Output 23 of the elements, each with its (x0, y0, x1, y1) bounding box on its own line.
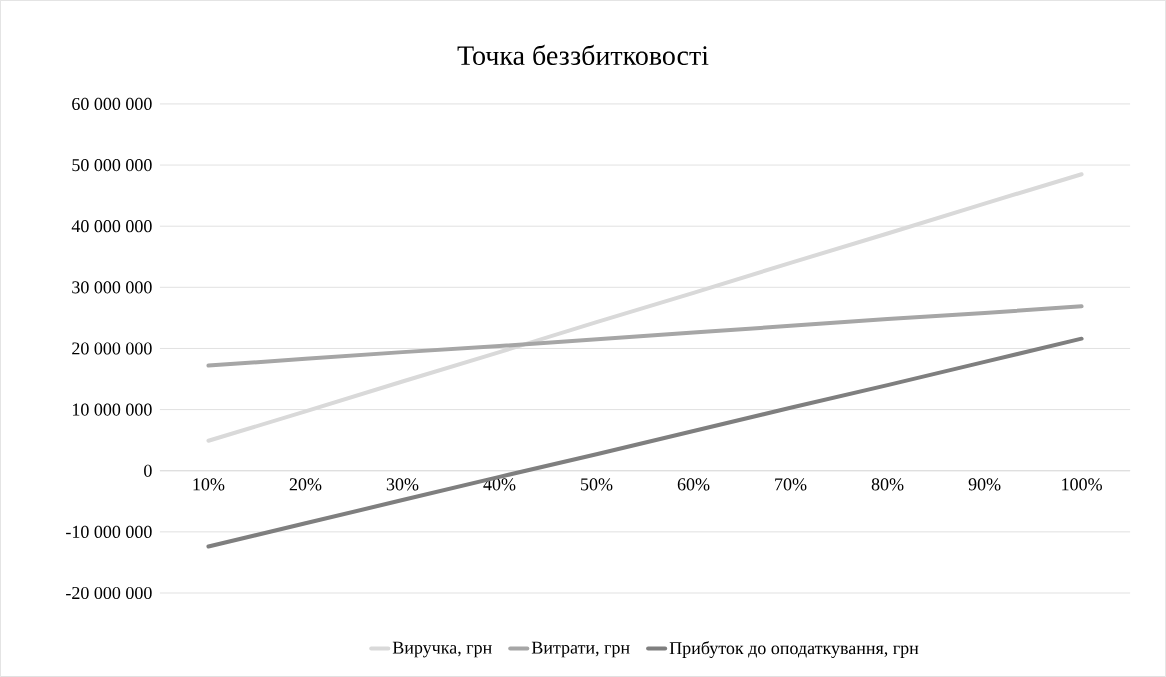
x-tick-label: 70% (775, 478, 807, 491)
y-tick-label: 60 000 000 (72, 97, 152, 111)
line-series (206, 172, 1084, 443)
x-tick-label: 90% (968, 478, 1001, 491)
y-tick-label: 0 (144, 464, 152, 477)
x-tick-label: 50% (581, 478, 613, 491)
y-tick-label: -20 000 000 (66, 586, 152, 600)
x-tick-label: 100% (1062, 478, 1102, 491)
y-tick-label: 50 000 000 (72, 159, 152, 172)
x-tick-label: 10% (193, 478, 225, 491)
legend-label: Витрати, грн (531, 641, 630, 658)
y-tick-label: -10 000 000 (66, 525, 152, 538)
chart-title: Точка беззбитковості (457, 44, 709, 66)
y-tick-label: 20 000 000 (72, 342, 152, 355)
legend-label: Виручка, грн (392, 641, 492, 658)
x-tick-label: 30% (386, 478, 419, 491)
y-tick-label: 30 000 000 (72, 281, 152, 294)
y-tick-label: 10 000 000 (72, 403, 152, 416)
legend-label: Прибуток до оподаткування, грн (669, 641, 919, 659)
x-tick-label: 20% (289, 478, 322, 491)
x-tick-label: 80% (871, 478, 904, 491)
y-tick-label: 40 000 000 (71, 220, 152, 233)
x-tick-label: 60% (677, 478, 710, 491)
